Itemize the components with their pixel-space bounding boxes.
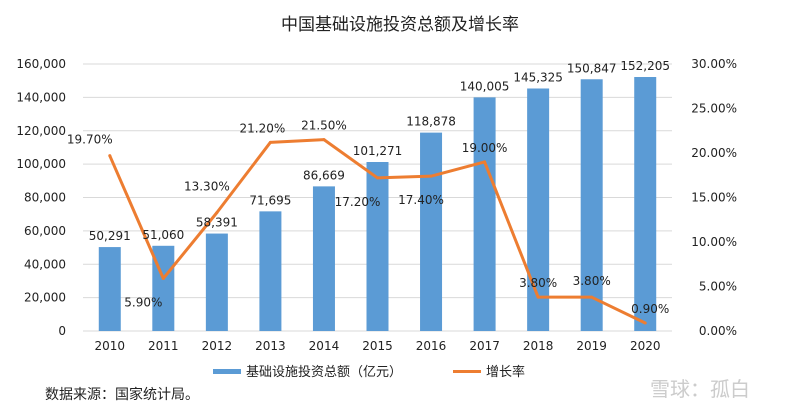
- x-tick: 2010: [94, 339, 125, 353]
- chart-title: 中国基础设施投资总额及增长率: [281, 15, 519, 35]
- y-left-tick: 100,000: [16, 157, 66, 171]
- growth-point: [536, 295, 540, 299]
- growth-label: 3.80%: [519, 276, 557, 290]
- bar: [473, 97, 496, 331]
- bar: [312, 186, 335, 331]
- bar-label: 152,205: [620, 59, 670, 73]
- x-tick: 2020: [630, 339, 661, 353]
- growth-label: 3.80%: [573, 274, 611, 288]
- bar: [420, 132, 443, 331]
- bar: [205, 233, 228, 331]
- bar-label: 50,291: [89, 229, 131, 243]
- growth-label: 21.20%: [240, 121, 286, 135]
- y-left-tick: 140,000: [16, 90, 66, 104]
- growth-point: [108, 154, 112, 158]
- y-right-tick: 20.00%: [691, 146, 737, 160]
- growth-point: [215, 211, 219, 215]
- bar: [634, 77, 657, 331]
- bar-label: 150,847: [567, 61, 617, 75]
- y-left-tick: 40,000: [24, 257, 66, 271]
- legend-line-label: 增长率: [486, 364, 525, 380]
- bar-label: 71,695: [249, 193, 291, 207]
- growth-label: 17.40%: [398, 193, 444, 207]
- y-right-tick: 15.00%: [691, 191, 737, 205]
- y-right-tick: 30.00%: [691, 57, 737, 71]
- legend-line-swatch: [453, 370, 481, 373]
- bar: [580, 79, 603, 331]
- y-right-tick: 0.00%: [699, 324, 737, 338]
- legend-bar-swatch: [213, 369, 241, 374]
- growth-point: [322, 138, 326, 142]
- y-left-tick: 120,000: [16, 124, 66, 138]
- source-note: 数据来源：国家统计局。: [45, 386, 199, 403]
- growth-point: [429, 174, 433, 178]
- growth-point: [643, 321, 647, 325]
- x-tick: 2018: [523, 339, 554, 353]
- growth-point: [376, 176, 379, 180]
- growth-label: 19.00%: [462, 141, 508, 155]
- growth-point: [268, 140, 272, 144]
- growth-label: 21.50%: [301, 119, 347, 133]
- growth-label: 5.90%: [124, 295, 162, 309]
- watermark: 雪球：孤白: [650, 377, 750, 401]
- y-left-tick: 60,000: [24, 224, 66, 238]
- x-tick: 2013: [255, 339, 286, 353]
- legend-bar-label: 基础设施投资总额（亿元）: [246, 364, 402, 380]
- bar-label: 58,391: [196, 216, 238, 230]
- y-left-tick: 20,000: [24, 291, 66, 305]
- x-tick: 2017: [469, 339, 500, 353]
- x-tick: 2015: [362, 339, 393, 353]
- bar-label: 86,669: [303, 168, 345, 182]
- bar-label: 145,325: [513, 70, 563, 84]
- x-tick: 2016: [416, 339, 447, 353]
- y-right-tick: 10.00%: [691, 235, 737, 249]
- y-right-tick: 25.00%: [691, 102, 737, 116]
- x-tick: 2011: [148, 339, 179, 353]
- bar: [98, 247, 121, 331]
- y-left-tick: 0: [58, 324, 66, 338]
- x-tick: 2019: [576, 339, 607, 353]
- legend: 基础设施投资总额（亿元） 增长率: [213, 364, 525, 380]
- growth-label: 0.90%: [631, 302, 669, 316]
- growth-label: 13.30%: [184, 180, 230, 194]
- growth-point: [590, 295, 594, 299]
- growth-label: 17.20%: [335, 195, 381, 209]
- bar: [366, 162, 389, 331]
- bar-label: 101,271: [353, 144, 403, 158]
- growth-point: [483, 160, 487, 164]
- x-tick: 2012: [202, 339, 233, 353]
- growth-point: [161, 276, 165, 280]
- bar-label: 118,878: [406, 115, 456, 129]
- x-tick: 2014: [309, 339, 340, 353]
- bar: [527, 88, 550, 331]
- y-right-tick: 5.00%: [699, 280, 737, 294]
- y-left-tick: 80,000: [24, 191, 66, 205]
- growth-label: 19.70%: [67, 133, 113, 147]
- bar: [259, 211, 282, 331]
- bar-label: 51,060: [142, 228, 184, 242]
- y-left-tick: 160,000: [16, 57, 66, 71]
- bar-label: 140,005: [460, 79, 510, 93]
